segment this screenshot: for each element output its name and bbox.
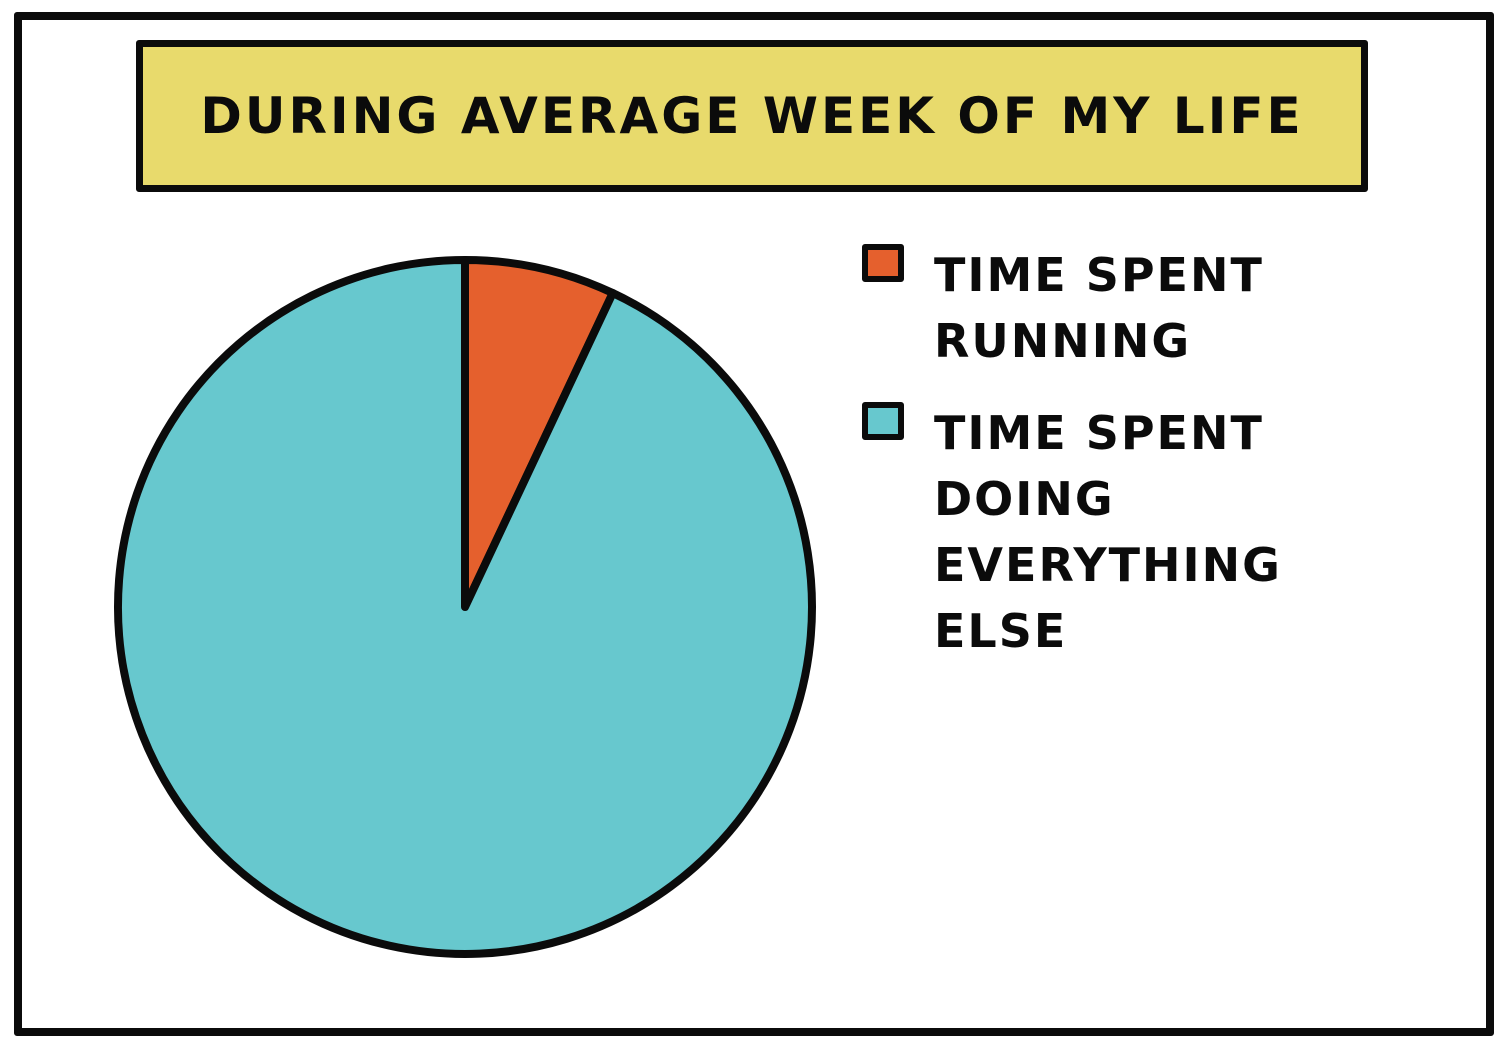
legend-item-everything-else: TIME SPENT DOING EVERYTHING ELSE — [862, 400, 1382, 664]
legend-swatch-everything-else — [862, 402, 904, 440]
legend-item-running: TIME SPENT RUNNING — [862, 242, 1382, 374]
chart-title: DURING AVERAGE WEEK OF MY LIFE — [200, 87, 1304, 145]
legend-label-running: TIME SPENT RUNNING — [934, 248, 1264, 368]
legend-label-everything-else: TIME SPENT DOING EVERYTHING ELSE — [934, 406, 1282, 658]
chart-title-box: DURING AVERAGE WEEK OF MY LIFE — [136, 40, 1368, 192]
chart-legend: TIME SPENT RUNNING TIME SPENT DOING EVER… — [862, 244, 1382, 700]
legend-swatch-running — [862, 244, 904, 282]
